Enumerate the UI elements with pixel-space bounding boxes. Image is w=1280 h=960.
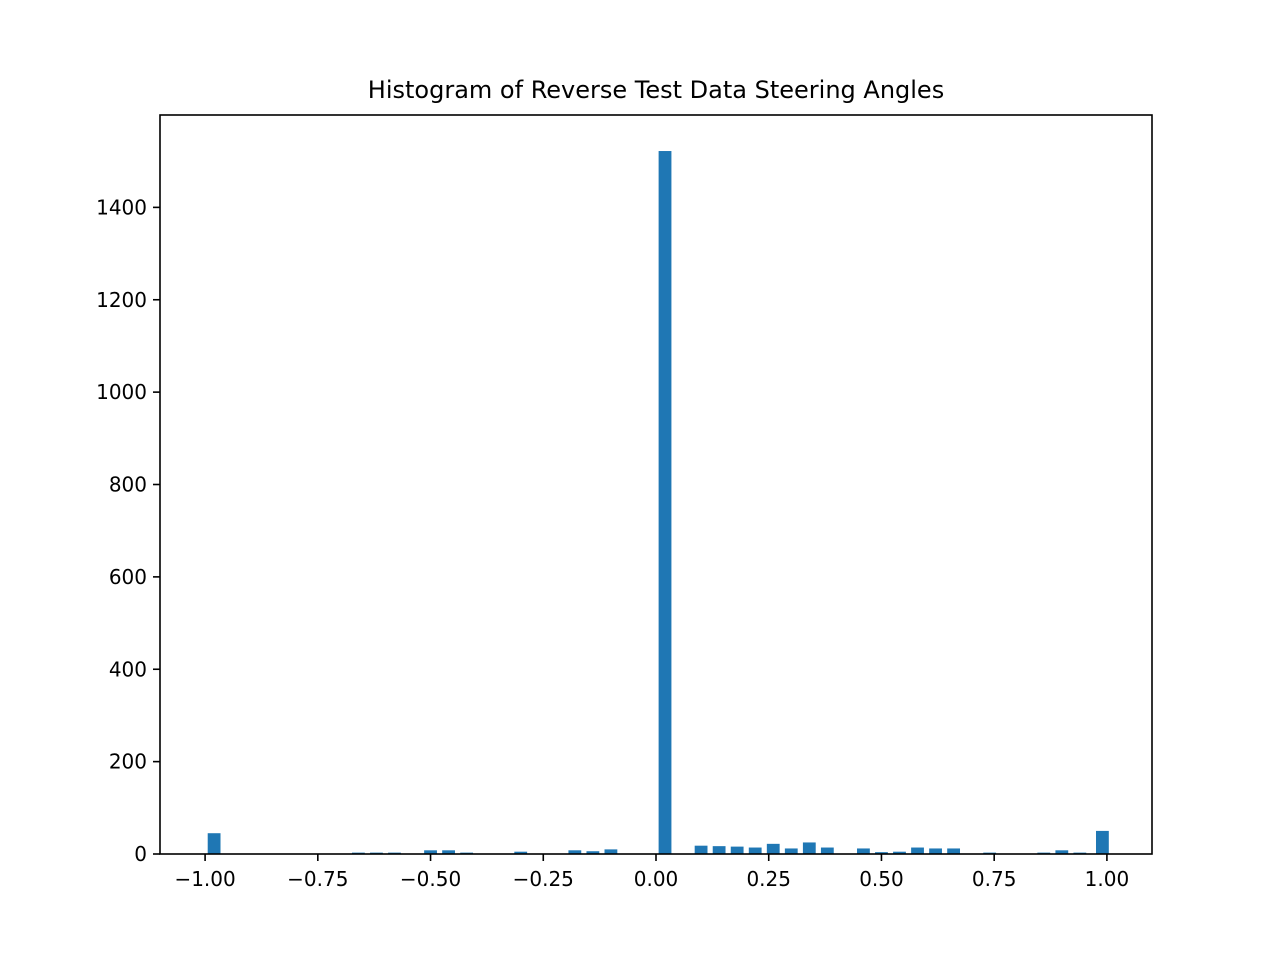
y-tick-label: 200 (109, 750, 147, 774)
y-tick-label: 1400 (96, 195, 147, 219)
histogram-bar (207, 833, 221, 854)
histogram-bar (424, 850, 437, 854)
x-tick-label: −1.00 (174, 867, 235, 891)
histogram-bar (1095, 830, 1109, 854)
x-tick-label: −0.25 (513, 867, 574, 891)
histogram-bar (442, 850, 455, 854)
y-tick-label: 1000 (96, 380, 147, 404)
histogram-bar (712, 846, 726, 854)
histogram-bar (820, 847, 834, 854)
histogram-bar (1055, 850, 1069, 854)
y-tick-label: 400 (109, 657, 147, 681)
x-tick-label: 0.75 (972, 867, 1017, 891)
histogram-bar (802, 842, 816, 854)
x-tick-label: 0.50 (859, 867, 904, 891)
histogram-bar (514, 851, 528, 854)
histogram-bar (947, 848, 961, 854)
histogram-bar (730, 846, 744, 854)
histogram-bar (893, 851, 906, 854)
x-tick-label: −0.50 (400, 867, 461, 891)
histogram-bar (929, 848, 942, 854)
x-tick-label: −0.75 (287, 867, 348, 891)
histogram-bar (911, 847, 924, 854)
y-tick-label: 1200 (96, 288, 147, 312)
histogram-bar (784, 848, 798, 854)
x-axis: −1.00 −0.75 −0.50 −0.25 0.00 0.25 0.50 0.75 1.00 (174, 854, 1129, 891)
histogram-bar (658, 151, 672, 854)
histogram-bar (857, 848, 870, 854)
x-tick-label: 1.00 (1085, 867, 1130, 891)
histogram-bar (694, 845, 708, 854)
histogram-bar (748, 847, 762, 854)
histogram-bar (568, 850, 582, 854)
histogram-bar (875, 852, 888, 854)
y-tick-label: 600 (109, 565, 147, 589)
histogram-bar (586, 851, 600, 854)
histogram-bar (766, 843, 780, 854)
histogram-bar (604, 849, 618, 854)
chart-title: Histogram of Reverse Test Data Steering … (368, 76, 944, 104)
x-tick-label: 0.25 (746, 867, 791, 891)
y-tick-label: 800 (109, 473, 147, 497)
x-tick-label: 0.00 (634, 867, 679, 891)
y-axis: 0 200 400 600 800 1000 1200 1400 (96, 195, 160, 866)
y-tick-label: 0 (134, 842, 147, 866)
plot-area-frame (159, 114, 1153, 855)
